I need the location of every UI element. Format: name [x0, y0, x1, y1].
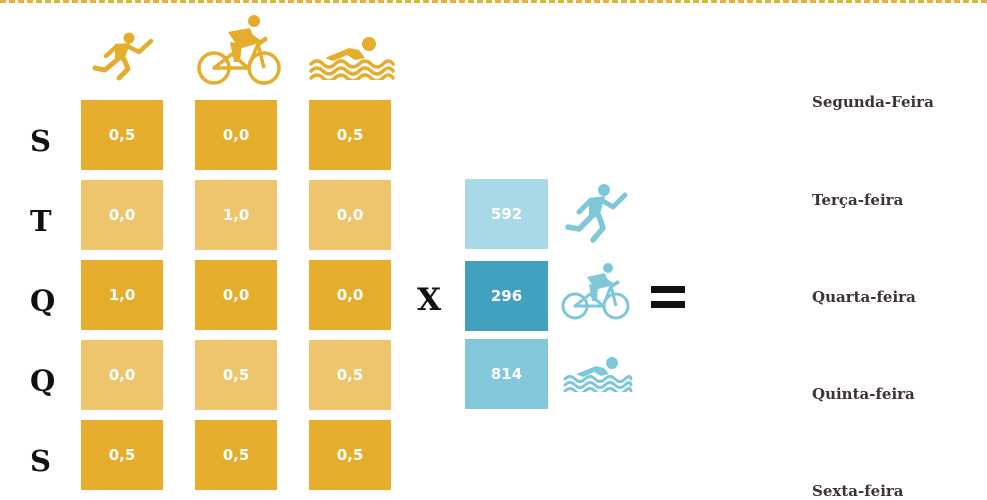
matrix-cell: 0,0 [309, 180, 391, 250]
day-label-thursday: Quinta-feira [812, 385, 915, 403]
swimming-icon [563, 357, 633, 392]
day-label-wednesday: Quarta-feira [812, 288, 916, 306]
matrix-cell: 0,0 [81, 340, 163, 410]
matrix-cell: 1,0 [195, 180, 277, 250]
day-label-friday: Sexta-feira [812, 482, 904, 500]
matrix-cell: 0,0 [195, 100, 277, 170]
row-label-tuesday: T [30, 204, 52, 238]
multiply-sign: X [416, 282, 442, 318]
row-label-wednesday: Q [30, 284, 56, 318]
matrix-cell: 0,0 [195, 260, 277, 330]
row-label-thursday: Q [30, 364, 56, 398]
top-dashed-divider [0, 0, 987, 5]
day-label-monday: Segunda-Feira [812, 93, 934, 111]
matrix-cell: 0,5 [309, 420, 391, 490]
equals-sign [651, 286, 685, 310]
row-label-monday: S [30, 124, 51, 158]
swimming-icon [309, 37, 395, 80]
matrix-cell: 0,5 [309, 100, 391, 170]
vector-cell-swimming: 814 [465, 339, 548, 409]
running-icon [92, 32, 154, 81]
running-icon [565, 184, 628, 243]
matrix-cell: 0,5 [309, 340, 391, 410]
day-label-tuesday: Terça-feira [812, 191, 904, 209]
vector-cell-running: 592 [465, 179, 548, 249]
matrix-cell: 0,5 [81, 420, 163, 490]
cycling-icon [561, 263, 630, 320]
matrix-cell: 0,0 [309, 260, 391, 330]
vector-cell-cycling: 296 [465, 261, 548, 331]
matrix-cell: 0,0 [81, 180, 163, 250]
matrix-cell: 0,5 [195, 420, 277, 490]
cycling-icon [197, 15, 281, 85]
matrix-cell: 0,5 [195, 340, 277, 410]
row-label-friday: S [30, 444, 51, 478]
matrix-cell: 0,5 [81, 100, 163, 170]
matrix-cell: 1,0 [81, 260, 163, 330]
